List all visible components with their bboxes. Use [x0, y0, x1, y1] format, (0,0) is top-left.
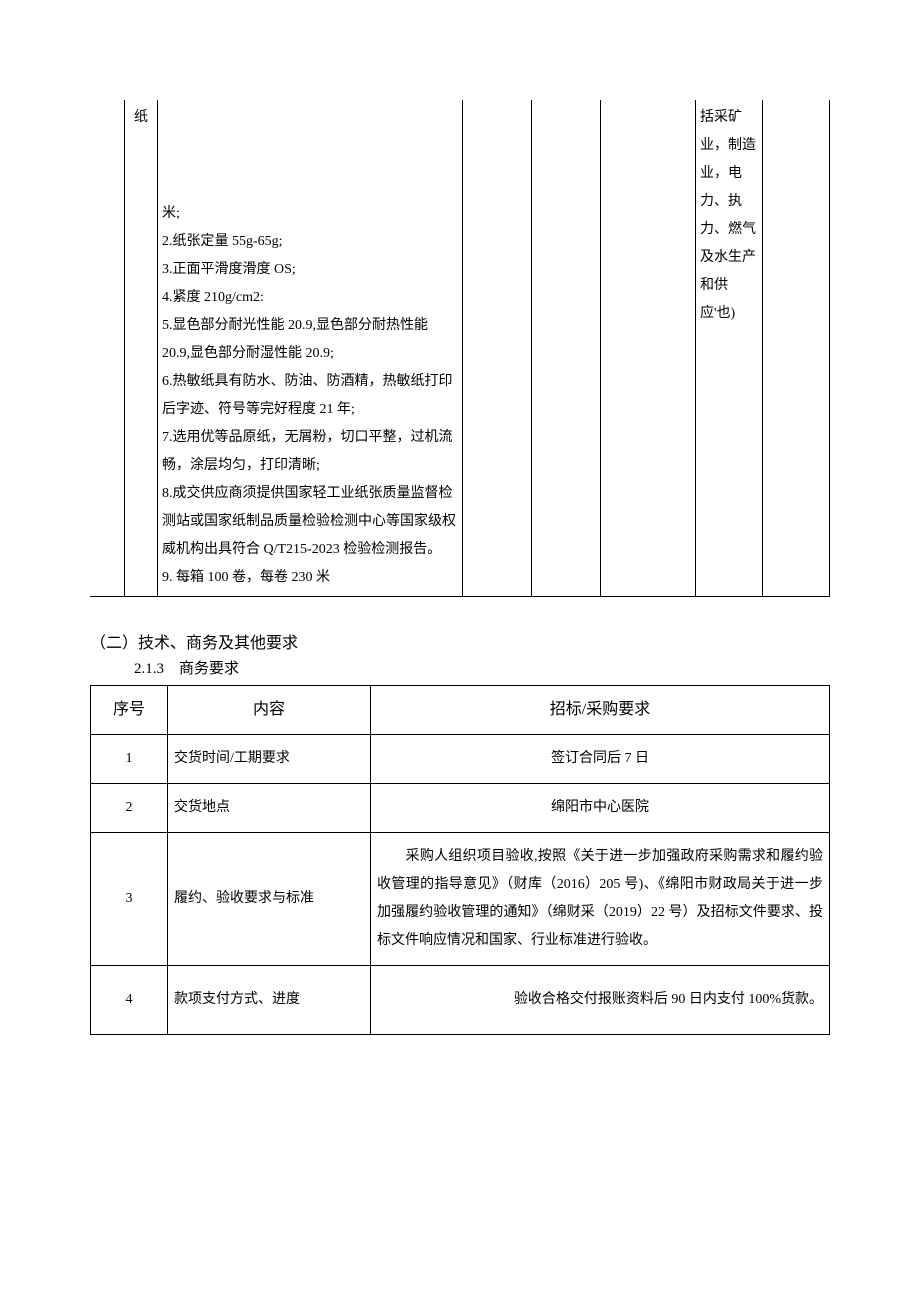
table-row: 4 款项支付方式、进度 验收合格交付报账资料后 90 日内支付 100%货款。 — [91, 965, 830, 1034]
cell-content: 交货时间/工期要求 — [168, 734, 371, 783]
spec-col-3 — [463, 100, 532, 597]
spec-col-4 — [532, 100, 601, 597]
table-row: 2 交货地点 绵阳市中心医院 — [91, 783, 830, 832]
cell-content: 款项支付方式、进度 — [168, 965, 371, 1034]
spec-col-7 — [763, 100, 830, 597]
spec-line: 7.选用优等品原纸，无屑粉，切口平整，过机流畅，涂层均匀，打印清晰; — [162, 424, 458, 480]
spec-line: 米; — [162, 200, 458, 228]
business-requirements-table: 序号 内容 招标/采购要求 1 交货时间/工期要求 签订合同后 7 日 2 交货… — [90, 685, 830, 1035]
spec-col-0 — [90, 100, 125, 597]
spec-col-1: 纸 — [125, 100, 158, 597]
page: 纸 米; 2.纸张定量 55g-65g; 3.正面平滑度滑度 OS; 4.紧度 … — [0, 0, 920, 1301]
cell-num: 4 — [91, 965, 168, 1034]
spec-col-5 — [601, 100, 696, 597]
spec-col-2: 米; 2.纸张定量 55g-65g; 3.正面平滑度滑度 OS; 4.紧度 21… — [158, 100, 463, 597]
cell-num: 1 — [91, 734, 168, 783]
cell-num: 2 — [91, 783, 168, 832]
cell-num: 3 — [91, 832, 168, 965]
spec-table: 纸 米; 2.纸张定量 55g-65g; 3.正面平滑度滑度 OS; 4.紧度 … — [90, 100, 830, 597]
cell-content: 履约、验收要求与标准 — [168, 832, 371, 965]
cell-req: 采购人组织项目验收,按照《关于进一步加强政府采购需求和履约验收管理的指导意见》（… — [371, 832, 830, 965]
spec-col-6: 括采矿业，制造业，电力、执力、燃气及水生产和供应'也) — [696, 100, 763, 597]
spec-row: 纸 米; 2.纸张定量 55g-65g; 3.正面平滑度滑度 OS; 4.紧度 … — [90, 100, 830, 597]
spec-line: 8.成交供应商须提供国家轻工业纸张质量监督检测站或国家纸制品质量检验检测中心等国… — [162, 480, 458, 564]
sub-heading: 2.1.3 商务要求 — [134, 657, 830, 681]
table-header-row: 序号 内容 招标/采购要求 — [91, 685, 830, 734]
spec-line: 5.显色部分耐光性能 20.9,显色部分耐热性能 20.9,显色部分耐湿性能 2… — [162, 312, 458, 368]
header-num: 序号 — [91, 685, 168, 734]
header-content: 内容 — [168, 685, 371, 734]
cell-content: 交货地点 — [168, 783, 371, 832]
spec-line: 3.正面平滑度滑度 OS; — [162, 256, 458, 284]
table-row: 1 交货时间/工期要求 签订合同后 7 日 — [91, 734, 830, 783]
spec-line: 9. 每箱 100 卷，每卷 230 米 — [162, 564, 458, 592]
table-row: 3 履约、验收要求与标准 采购人组织项目验收,按照《关于进一步加强政府采购需求和… — [91, 832, 830, 965]
cell-req: 验收合格交付报账资料后 90 日内支付 100%货款。 — [371, 965, 830, 1034]
spec-line: 2.纸张定量 55g-65g; — [162, 228, 458, 256]
header-req: 招标/采购要求 — [371, 685, 830, 734]
cell-req: 绵阳市中心医院 — [371, 783, 830, 832]
spec-line: 6.热敏纸具有防水、防油、防酒精，热敏纸打印后字迹、符号等完好程度 21 年; — [162, 368, 458, 424]
section-heading: （二）技术、商务及其他要求 — [90, 631, 830, 657]
cell-req: 签订合同后 7 日 — [371, 734, 830, 783]
spec-line: 4.紧度 210g/cm2: — [162, 284, 458, 312]
